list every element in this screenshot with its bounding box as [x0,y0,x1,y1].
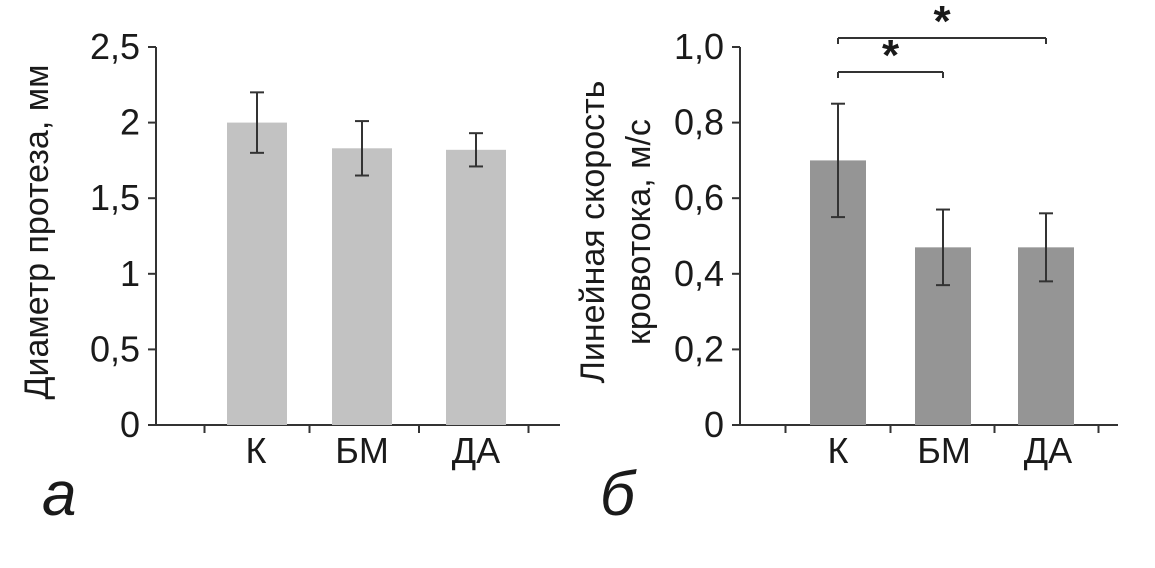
y-tick-label: 1 [120,253,140,294]
y-tick-label: 0 [704,404,724,445]
y-tick-label: 0,4 [674,253,724,294]
bar-a-0 [227,122,287,425]
y-axis-label: Линейная скорость [574,81,612,384]
x-tick-label: БМ [917,430,971,471]
y-tick-label: 0,5 [90,328,140,369]
y-tick-label: 1,5 [90,177,140,218]
y-tick-label: 0 [120,404,140,445]
y-axis-label: кровотока, м/с [620,119,658,345]
y-tick-label: 2 [120,102,140,143]
bar-a-1 [332,148,392,425]
significance-star: * [933,0,951,46]
panel-label: а [42,460,76,529]
bar-a-2 [446,149,506,426]
y-axis-label: Диаметр протеза, мм [18,65,56,400]
y-tick-label: 0,8 [674,102,724,143]
y-tick-label: 1,0 [674,26,724,67]
x-tick-label: ДА [452,430,500,471]
y-tick-label: 0,6 [674,177,724,218]
y-tick-label: 0,2 [674,328,724,369]
chart-panel-a: 0 0,5 1 1,5 2 2,5 К БМ ДА Диаметр протеза, мм а [18,26,560,529]
x-tick-label: ДА [1024,430,1072,471]
x-tick-label: БМ [335,430,389,471]
significance-star: * [882,31,900,80]
x-tick-label: К [246,430,267,471]
chart-panel-b: 0 0,2 0,4 0,6 0,8 1,0 К БМ ДА Линейная скорость кр… [574,0,1118,529]
x-tick-label: К [828,430,849,471]
panel-label: б [600,460,637,529]
y-tick-label: 2,5 [90,26,140,67]
